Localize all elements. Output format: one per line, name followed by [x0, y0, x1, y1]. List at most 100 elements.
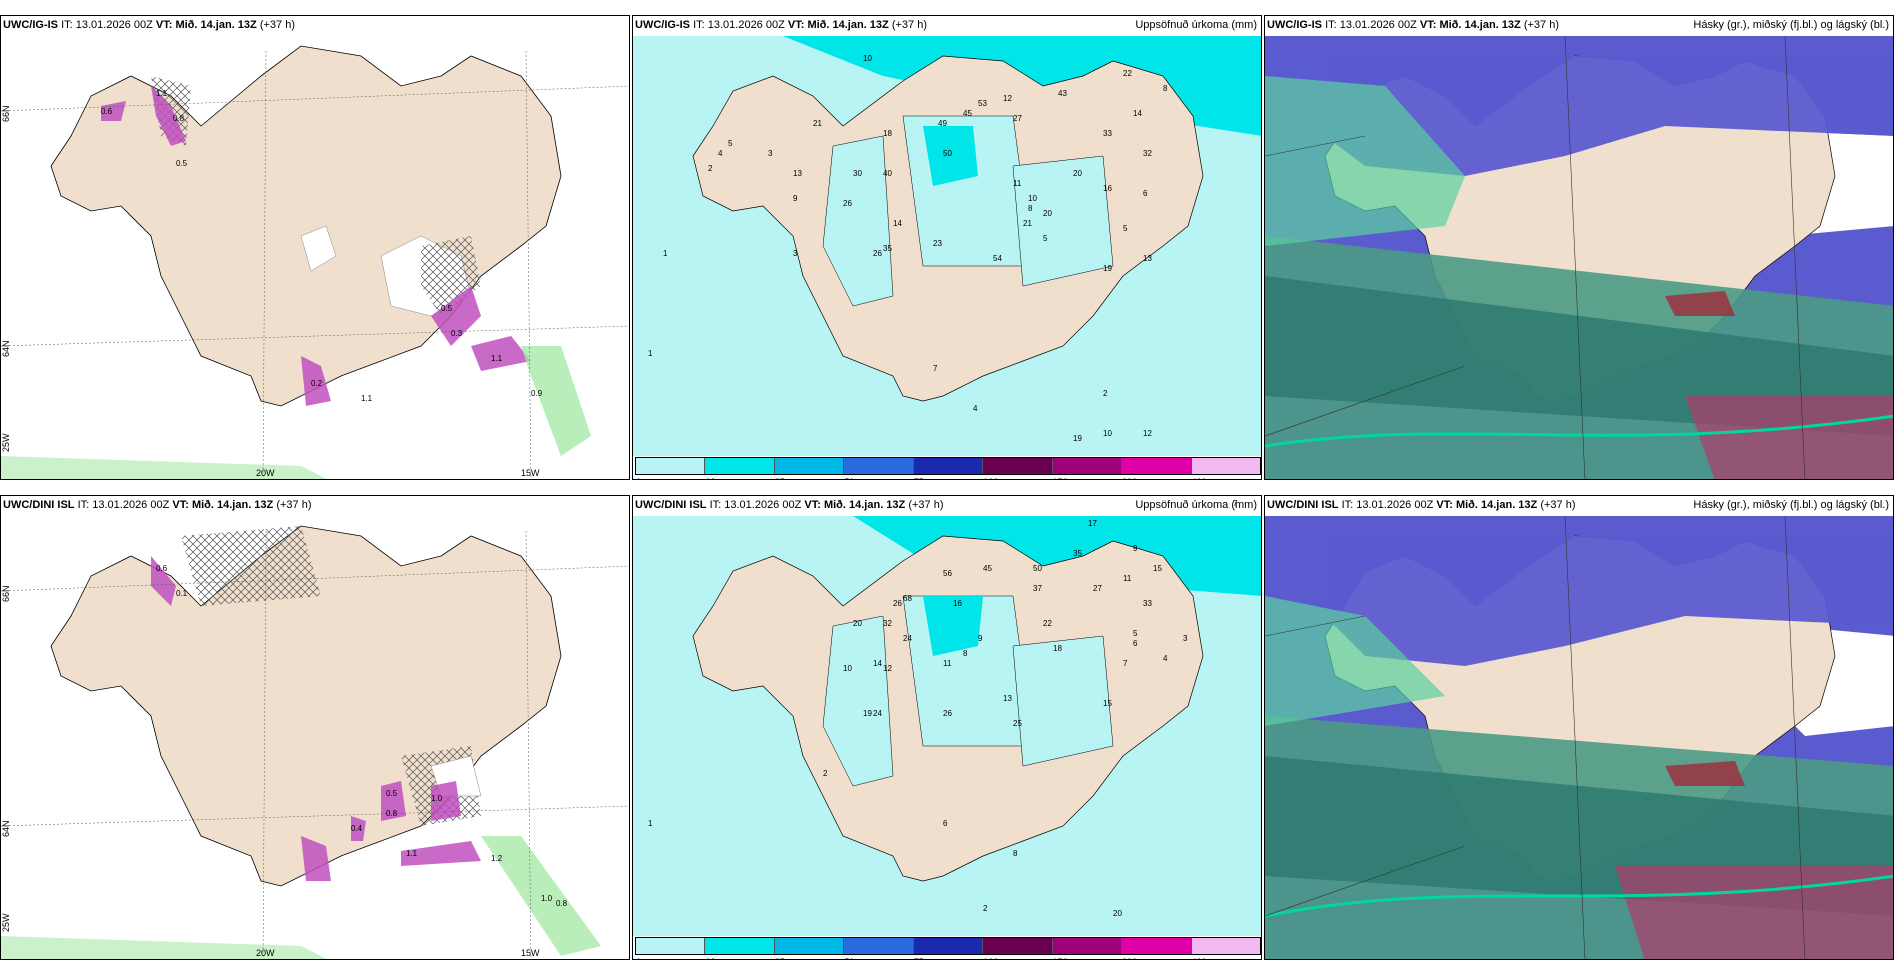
value-label: 19	[863, 709, 872, 718]
value-label: 1.0	[541, 894, 553, 903]
panel-header: UWC/IG-IS IT: 13.01.2026 00Z VT: Mið. 14…	[635, 19, 927, 31]
value-label: 26	[843, 199, 852, 208]
value-label: 11	[1123, 574, 1132, 583]
colorbar-tick-label: 10	[705, 477, 715, 479]
colorbar-tick-label: 25	[775, 477, 785, 479]
value-label: 7	[933, 364, 938, 373]
value-label: 18	[883, 129, 892, 138]
lon-label-15w: 15W	[521, 468, 540, 478]
value-label: 33	[1103, 129, 1112, 138]
value-label: 18	[1053, 644, 1062, 653]
colorbar-segment: 200	[1122, 458, 1192, 479]
value-label: 0.8	[386, 809, 398, 818]
colorbar-segment: 75	[913, 458, 984, 479]
value-label: 14	[873, 659, 882, 668]
value-label: 26	[943, 709, 952, 718]
value-label: 45	[983, 564, 992, 573]
value-label: 1.1	[361, 394, 373, 403]
value-label: 14	[893, 219, 902, 228]
colorbar-segment: 100	[983, 938, 1053, 959]
value-label: 37	[1033, 584, 1042, 593]
value-label: 0.5	[441, 304, 453, 313]
value-label: 1.2	[491, 854, 503, 863]
value-label: 2	[708, 164, 713, 173]
cloud-cover-map	[1265, 515, 1893, 959]
map-panel-cloud-igis: UWC/IG-IS IT: 13.01.2026 00Z VT: Mið. 14…	[1264, 15, 1894, 480]
value-label: 13	[1143, 254, 1152, 263]
value-label: 35	[883, 244, 892, 253]
map-panel-wind-dini: UWC/DINI ISL IT: 13.01.2026 00Z VT: Mið.…	[0, 495, 630, 960]
lat-label-64: 64N	[1, 340, 11, 357]
value-label: 11	[1013, 179, 1022, 188]
value-label: 10	[843, 664, 852, 673]
value-label: 54	[993, 254, 1002, 263]
value-label: 0.9	[531, 389, 543, 398]
value-label: 26	[893, 599, 902, 608]
value-label: 13	[1003, 694, 1012, 703]
precip-colorbar: 110255075100150200400	[635, 937, 1261, 959]
panel-title-right: Uppsöfnuð úrkoma (mm)	[1135, 19, 1257, 31]
panel-header: UWC/DINI ISL IT: 13.01.2026 00Z VT: Mið.…	[3, 499, 312, 511]
value-label: 4	[973, 404, 978, 413]
value-label: 56	[943, 569, 952, 578]
value-label: 4	[718, 149, 723, 158]
value-label: 7	[1123, 659, 1128, 668]
value-label: 5	[1133, 629, 1138, 638]
value-label: 0.3	[451, 329, 463, 338]
map-panel-precip-dini: UWC/DINI ISL IT: 13.01.2026 00Z VT: Mið.…	[632, 495, 1262, 960]
value-label: 45	[963, 109, 972, 118]
value-label: 15	[1153, 564, 1162, 573]
colorbar-tick-label: 150	[1053, 477, 1068, 479]
value-label: 0.6	[101, 107, 113, 116]
colorbar-segment: 1	[636, 938, 706, 959]
value-label: 17	[1088, 519, 1097, 528]
value-label: 50	[943, 149, 952, 158]
colorbar-tick-label: 75	[914, 477, 924, 479]
lat-label-25w: 25W	[1, 913, 11, 932]
value-label: 19	[1103, 264, 1112, 273]
value-label: 20	[1073, 169, 1082, 178]
value-label: 35	[1073, 549, 1082, 558]
map-panel-cloud-dini: UWC/DINI ISL IT: 13.01.2026 00Z VT: Mið.…	[1264, 495, 1894, 960]
value-label: 25	[1013, 719, 1022, 728]
value-label: 20	[1113, 909, 1122, 918]
lon-label-20w: 20W	[256, 468, 275, 478]
value-label: 53	[978, 99, 987, 108]
value-label: 1.1	[406, 849, 418, 858]
value-label: 32	[1143, 149, 1152, 158]
colorbar-segment: 50	[844, 938, 914, 959]
panel-header: UWC/IG-IS IT: 13.01.2026 00Z VT: Mið. 14…	[3, 19, 295, 31]
value-label: 68	[903, 594, 912, 603]
value-label: 1.0	[431, 794, 443, 803]
value-label: 10	[863, 54, 872, 63]
precip-map: 7 17 9 15 33 35 50 45 56 68 37 27 11 20 …	[633, 499, 1261, 936]
value-label: 0.5	[176, 159, 188, 168]
value-label: 8	[1028, 204, 1033, 213]
value-label: 12	[1143, 429, 1152, 438]
colorbar-tick-label: 50	[844, 477, 854, 479]
value-label: 0.8	[556, 899, 568, 908]
value-label: 3	[768, 149, 773, 158]
value-label: 16	[953, 599, 962, 608]
value-label: 7	[1233, 499, 1238, 508]
lat-label-64: 64N	[1, 820, 11, 837]
value-label: 24	[873, 709, 882, 718]
value-label: 19	[1073, 434, 1082, 443]
value-label: 11	[943, 659, 952, 668]
cloud-cover-map	[1265, 35, 1893, 479]
value-label: 50	[1033, 564, 1042, 573]
panel-title-right: Hásky (gr.), miðský (fj.bl.) og lágský (…	[1693, 19, 1889, 31]
value-label: 0.6	[156, 564, 168, 573]
wind-precip-map: 66N 64N 25W 20W 15W 0.6 0.1 0.5 0.8 0.4 …	[1, 525, 629, 959]
value-label: 5	[728, 139, 733, 148]
value-label: 2	[1103, 389, 1108, 398]
lat-label-66: 66N	[1, 585, 11, 602]
value-label: 10	[1028, 194, 1037, 203]
panel-title-right: Uppsöfnuð úrkoma (mm)	[1135, 499, 1257, 511]
value-label: 22	[1123, 69, 1132, 78]
colorbar-segment: 400	[1191, 938, 1260, 959]
value-label: 40	[883, 169, 892, 178]
value-label: 20	[1043, 209, 1052, 218]
value-label: 30	[853, 169, 862, 178]
value-label: 20	[853, 619, 862, 628]
